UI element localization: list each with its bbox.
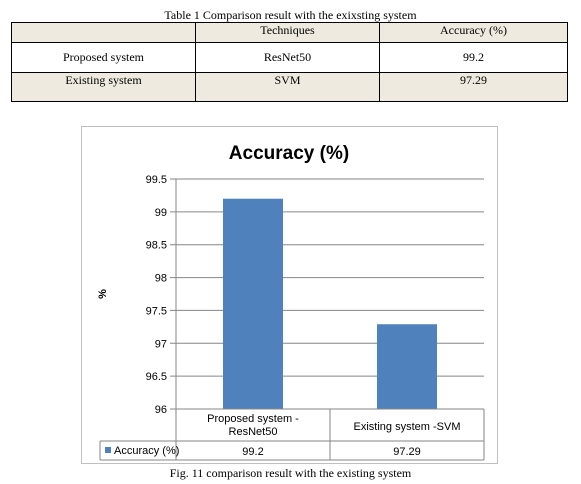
table-cell-accuracy: 99.2: [379, 42, 568, 73]
gridlines: [170, 178, 484, 410]
legend-label: Accuracy (%): [114, 445, 179, 457]
header-cell-blank: [11, 22, 196, 43]
y-tick-label: 97.5: [146, 305, 167, 317]
chart-frame: Accuracy (%) % 96 96.5 97 97.5 98 98.5 99 99.5 …: [81, 126, 498, 464]
table-cell-accuracy: 97.29: [379, 72, 568, 102]
y-axis-ticks: 96 96.5 97 97.5 98 98.5 99 99.5: [146, 174, 167, 416]
y-axis-label: %: [97, 289, 109, 299]
y-tick-label: 97: [155, 338, 167, 350]
header-cell-accuracy: Accuracy (%): [379, 22, 568, 43]
figure-caption: Fig. 11 comparison result with the exist…: [169, 466, 412, 480]
header-cell-techniques: Techniques: [195, 22, 380, 43]
x-tick-label: ResNet50: [229, 426, 278, 438]
table-row: Existing system SVM 97.29: [11, 72, 568, 102]
bar: [377, 324, 437, 409]
table-cell-system: Proposed system: [11, 42, 196, 73]
table-cell-system: Existing system: [11, 72, 196, 102]
table-caption: Table 1 Comparison result with the exixs…: [164, 8, 417, 22]
table-header-row: Techniques Accuracy (%): [11, 22, 568, 43]
chart-title: Accuracy (%): [229, 143, 349, 164]
comparison-table: Techniques Accuracy (%) Proposed system …: [11, 22, 568, 102]
table-cell-technique: ResNet50: [195, 42, 380, 73]
table-cell-technique: SVM: [195, 72, 380, 102]
y-tick-label: 96: [155, 404, 167, 416]
x-tick-label: Existing system -SVM: [354, 421, 461, 433]
y-tick-label: 99.5: [146, 174, 167, 186]
accuracy-bar-chart: Accuracy (%) % 9696.59797.59898.59999.5 …: [97, 143, 485, 461]
y-tick-label: 98.5: [146, 240, 167, 252]
y-tick-label: 99: [155, 207, 167, 219]
y-tick-label: 96.5: [146, 371, 167, 383]
table-row: Proposed system ResNet50 99.2: [11, 42, 568, 73]
x-tick-label: Proposed system -: [207, 413, 299, 425]
legend-swatch: [105, 447, 111, 453]
data-label: 99.2: [242, 446, 263, 458]
bars: [223, 198, 437, 409]
chart-data-table: Proposed system -ResNet50 Existing system…: [99, 408, 485, 461]
bar: [223, 198, 283, 409]
data-label: 97.29: [393, 446, 421, 458]
y-tick-label: 98: [155, 273, 167, 285]
